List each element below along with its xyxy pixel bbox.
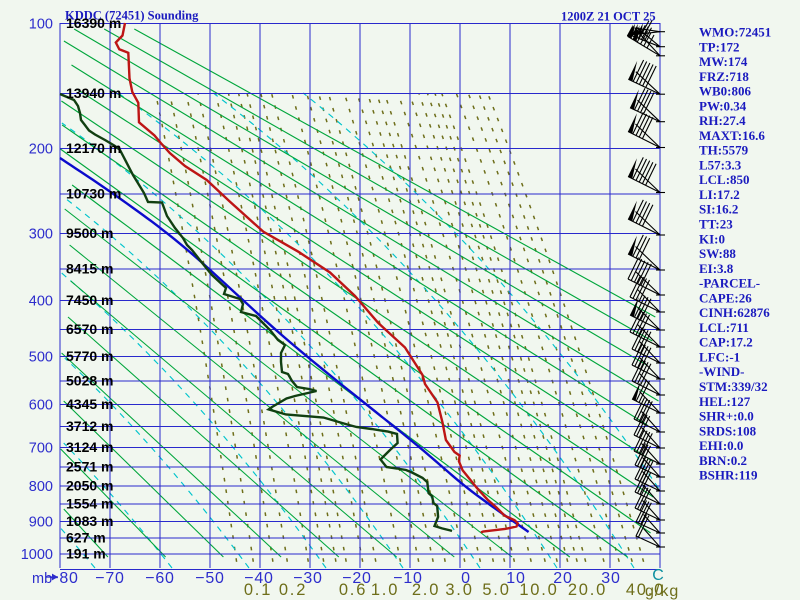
svg-text:0.1: 0.1	[244, 581, 272, 599]
svg-text:MW:174: MW:174	[699, 54, 748, 69]
svg-text:RH:27.4: RH:27.4	[699, 113, 746, 128]
svg-text:SI:16.2: SI:16.2	[699, 202, 738, 217]
svg-text:191 m: 191 m	[66, 546, 106, 562]
svg-text:g/kg: g/kg	[645, 583, 679, 600]
svg-text:900: 900	[29, 514, 53, 530]
svg-text:500: 500	[29, 349, 53, 365]
svg-text:300: 300	[29, 227, 53, 243]
svg-text:CAP:17.2: CAP:17.2	[699, 335, 753, 350]
svg-text:HEL:127: HEL:127	[699, 394, 751, 409]
svg-text:−10: −10	[393, 570, 423, 587]
svg-text:5028 m: 5028 m	[66, 373, 113, 389]
svg-text:−50: −50	[195, 570, 225, 587]
svg-text:WMO:72451: WMO:72451	[699, 25, 771, 40]
svg-text:L57:3.3: L57:3.3	[699, 157, 742, 172]
svg-text:TT:23: TT:23	[699, 217, 733, 232]
svg-text:400: 400	[29, 293, 53, 309]
svg-text:1554 m: 1554 m	[66, 496, 113, 512]
svg-text:700: 700	[29, 440, 53, 456]
svg-text:9500 m: 9500 m	[66, 225, 113, 241]
svg-text:2050 m: 2050 m	[66, 478, 113, 494]
svg-text:0.2: 0.2	[279, 581, 307, 599]
svg-text:1000: 1000	[21, 547, 53, 563]
svg-text:−60: −60	[145, 570, 175, 587]
svg-text:4345 m: 4345 m	[66, 396, 113, 412]
svg-text:KI:0: KI:0	[699, 231, 725, 246]
svg-text:2571 m: 2571 m	[66, 459, 113, 475]
svg-text:7450 m: 7450 m	[66, 292, 113, 308]
svg-text:3124 m: 3124 m	[66, 439, 113, 455]
svg-text:1.0: 1.0	[371, 581, 399, 599]
svg-text:5.0: 5.0	[482, 581, 510, 599]
svg-text:BRN:0.2: BRN:0.2	[699, 453, 747, 468]
svg-text:800: 800	[29, 479, 53, 495]
svg-text:SHR+:0.0: SHR+:0.0	[699, 409, 754, 424]
svg-text:600: 600	[29, 398, 53, 414]
svg-text:1083 m: 1083 m	[66, 513, 113, 529]
svg-text:TP:172: TP:172	[699, 39, 739, 54]
svg-text:100: 100	[29, 17, 53, 33]
svg-text:TH:5579: TH:5579	[699, 143, 749, 158]
svg-text:3.0: 3.0	[445, 581, 473, 599]
svg-text:LFC:-1: LFC:-1	[699, 349, 740, 364]
svg-text:10730 m: 10730 m	[66, 186, 121, 202]
svg-text:5770 m: 5770 m	[66, 348, 113, 364]
svg-text:−30: −30	[293, 570, 323, 587]
svg-text:-PARCEL-: -PARCEL-	[699, 276, 760, 291]
svg-text:200: 200	[29, 141, 53, 157]
svg-text:12170 m: 12170 m	[66, 140, 121, 156]
svg-text:SRDS:108: SRDS:108	[699, 423, 757, 438]
svg-text:16390 m: 16390 m	[66, 15, 121, 31]
svg-text:3712 m: 3712 m	[66, 418, 113, 434]
svg-text:−80: −80	[49, 570, 79, 587]
svg-text:10: 10	[506, 570, 525, 587]
svg-text:LCL:850: LCL:850	[699, 172, 750, 187]
svg-text:20.0: 20.0	[568, 581, 607, 599]
svg-text:MAXT:16.6: MAXT:16.6	[699, 128, 765, 143]
svg-text:LCL:711: LCL:711	[699, 320, 749, 335]
svg-text:C: C	[652, 567, 664, 584]
svg-text:0.6: 0.6	[339, 581, 367, 599]
svg-text:mb: mb	[32, 571, 52, 587]
svg-text:STM:339/32: STM:339/32	[699, 379, 768, 394]
svg-text:EHI:0.0: EHI:0.0	[699, 438, 743, 453]
svg-text:−40: −40	[244, 570, 274, 587]
svg-text:1200Z 21 OCT 25: 1200Z 21 OCT 25	[561, 10, 656, 24]
svg-text:FRZ:718: FRZ:718	[699, 69, 749, 84]
svg-text:CINH:62876: CINH:62876	[699, 305, 770, 320]
svg-text:CAPE:26: CAPE:26	[699, 290, 752, 305]
svg-text:20: 20	[553, 570, 572, 587]
svg-text:WB0:806: WB0:806	[699, 84, 752, 99]
svg-text:BSHR:119: BSHR:119	[699, 468, 758, 483]
svg-text:10.0: 10.0	[519, 581, 558, 599]
svg-text:30: 30	[601, 570, 620, 587]
svg-text:13940 m: 13940 m	[66, 85, 121, 101]
svg-text:6570 m: 6570 m	[66, 321, 113, 337]
svg-text:−20: −20	[342, 570, 372, 587]
svg-text:-WIND-: -WIND-	[699, 364, 745, 379]
svg-text:KDDC (72451) Sounding: KDDC (72451) Sounding	[65, 9, 199, 23]
svg-text:40.0: 40.0	[626, 581, 665, 599]
svg-text:SW:88: SW:88	[699, 246, 736, 261]
svg-text:0: 0	[461, 570, 471, 587]
svg-text:PW:0.34: PW:0.34	[699, 98, 747, 113]
svg-text:LI:17.2: LI:17.2	[699, 187, 740, 202]
svg-text:8415 m: 8415 m	[66, 260, 113, 276]
svg-text:−70: −70	[95, 570, 125, 587]
svg-text:2.0: 2.0	[412, 581, 440, 599]
svg-text:627 m: 627 m	[66, 529, 106, 545]
svg-text:EI:3.8: EI:3.8	[699, 261, 734, 276]
